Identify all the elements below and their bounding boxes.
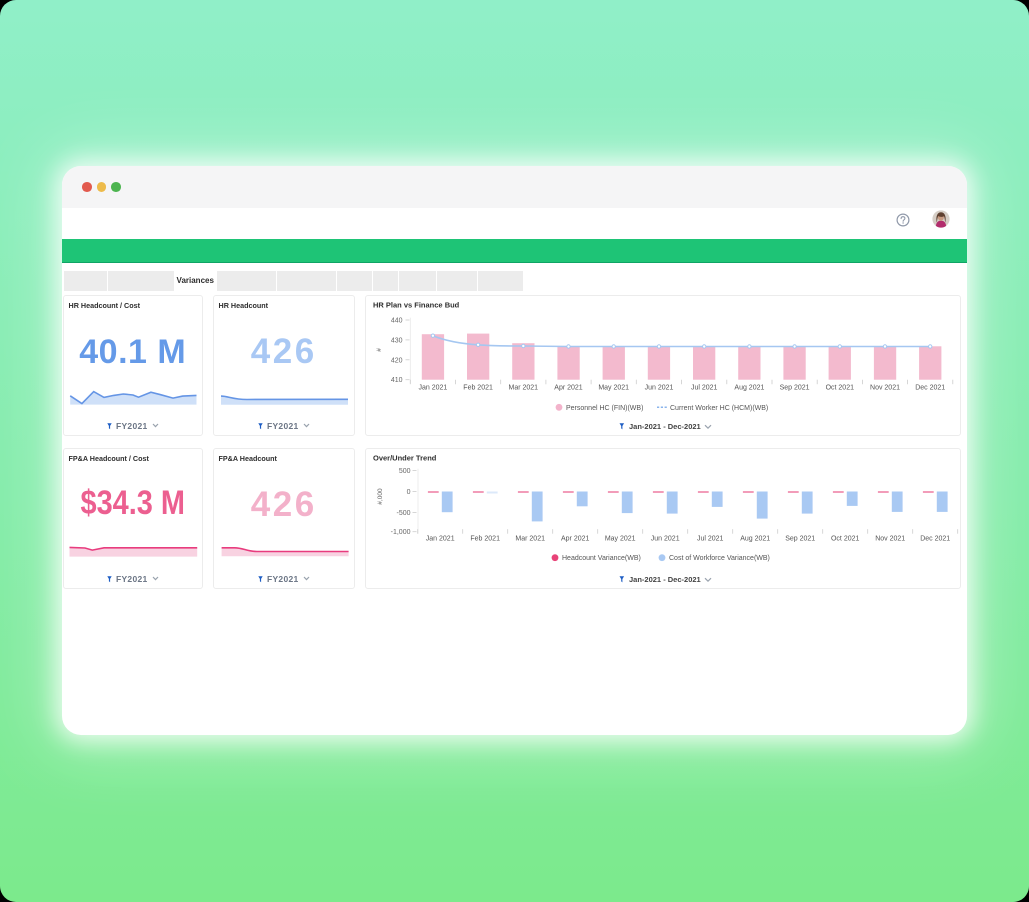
svg-text:Jan 2021: Jan 2021 (426, 535, 455, 542)
svg-text:May 2021: May 2021 (605, 535, 636, 542)
svg-text:Headcount Variance(WB): Headcount Variance(WB) (562, 555, 641, 562)
svg-text:0: 0 (407, 489, 411, 496)
svg-text:410: 410 (391, 377, 403, 384)
svg-text:Jul 2021: Jul 2021 (691, 384, 718, 391)
svg-text:Feb 2021: Feb 2021 (463, 384, 493, 391)
svg-text:Dec 2021: Dec 2021 (915, 384, 945, 391)
svg-text:Personnel HC (FIN)(WB): Personnel HC (FIN)(WB) (566, 404, 643, 411)
svg-text:Jan-2021 - Dec-2021: Jan-2021 - Dec-2021 (629, 575, 701, 584)
svg-text:Oct 2021: Oct 2021 (831, 535, 860, 542)
svg-text:Aug 2021: Aug 2021 (740, 535, 770, 542)
svg-text:Mar 2021: Mar 2021 (509, 384, 539, 391)
svg-text:Aug 2021: Aug 2021 (734, 384, 764, 391)
svg-text:Nov 2021: Nov 2021 (875, 535, 905, 542)
svg-text:440: 440 (391, 317, 403, 324)
svg-text:Jan 2021: Jan 2021 (418, 384, 447, 391)
svg-text:Jan-2021 - Dec-2021: Jan-2021 - Dec-2021 (629, 422, 701, 431)
svg-text:May 2021: May 2021 (598, 384, 629, 391)
svg-text:Apr 2021: Apr 2021 (561, 535, 590, 542)
svg-text:Current Worker HC (HCM)(WB): Current Worker HC (HCM)(WB) (670, 404, 768, 411)
svg-text:Over/Under Trend: Over/Under Trend (373, 453, 437, 462)
svg-text:Jul 2021: Jul 2021 (697, 535, 724, 542)
svg-text:Apr 2021: Apr 2021 (554, 384, 583, 391)
svg-text:500: 500 (399, 467, 411, 474)
svg-text:Cost of Workforce Variance(WB): Cost of Workforce Variance(WB) (669, 555, 770, 562)
svg-text:#: # (376, 347, 383, 351)
svg-text:Feb 2021: Feb 2021 (470, 535, 500, 542)
svg-text:Sep 2021: Sep 2021 (785, 535, 815, 542)
svg-text:HR Plan vs Finance Bud: HR Plan vs Finance Bud (373, 300, 460, 309)
svg-text:-1,000: -1,000 (391, 529, 411, 536)
svg-text:Sep 2021: Sep 2021 (780, 384, 810, 391)
svg-text:Mar 2021: Mar 2021 (515, 535, 545, 542)
svg-text:430: 430 (391, 337, 403, 344)
svg-text:Jun 2021: Jun 2021 (645, 384, 674, 391)
svg-text:Dec 2021: Dec 2021 (920, 535, 950, 542)
svg-text:#,000: #,000 (377, 488, 384, 505)
svg-text:420: 420 (391, 357, 403, 364)
svg-text:Nov 2021: Nov 2021 (870, 384, 900, 391)
svg-text:Oct 2021: Oct 2021 (826, 384, 855, 391)
svg-text:-500: -500 (396, 510, 410, 517)
svg-text:Jun 2021: Jun 2021 (651, 535, 680, 542)
